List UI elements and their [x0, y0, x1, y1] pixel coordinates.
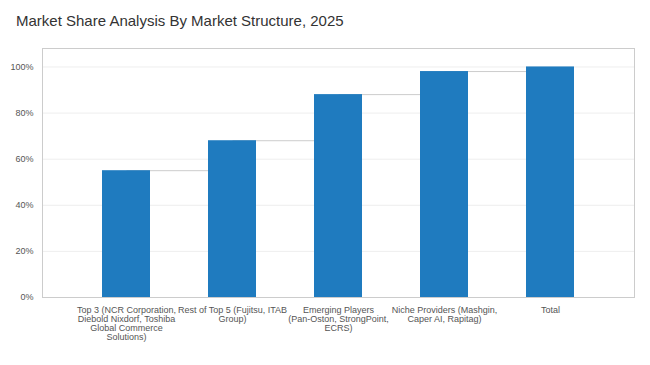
svg-text:Niche Providers (Mashgin,Caper: Niche Providers (Mashgin,Caper AI, Rapit…: [392, 305, 498, 324]
svg-text:Emerging Players(Pan-Oston, St: Emerging Players(Pan-Oston, StrongPoint,…: [288, 305, 389, 333]
svg-text:80%: 80%: [15, 108, 33, 118]
svg-text:60%: 60%: [15, 154, 33, 164]
svg-text:100%: 100%: [10, 62, 33, 72]
svg-text:20%: 20%: [15, 246, 33, 256]
svg-text:Rest of Top 5 (Fujitsu, ITABGr: Rest of Top 5 (Fujitsu, ITABGroup): [178, 305, 287, 324]
html-text:Market Share Analysis By Marke: Market Share Analysis By Market Structur…: [16, 12, 344, 29]
svg-text:40%: 40%: [15, 200, 33, 210]
svg-text:0%: 0%: [20, 292, 33, 302]
svg-text:Top 3 (NCR Corporation,Diebold: Top 3 (NCR Corporation,Diebold Nixdorf, …: [77, 305, 176, 342]
svg-text:Total: Total: [541, 305, 560, 315]
